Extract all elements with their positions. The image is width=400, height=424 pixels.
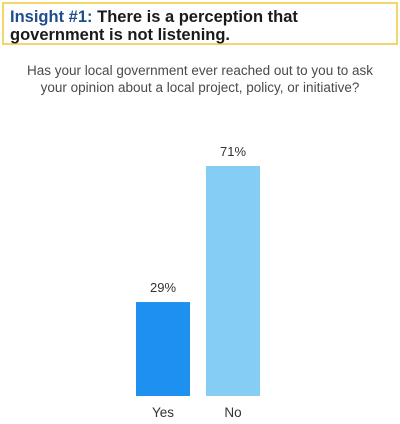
bar-yes <box>136 302 190 396</box>
insight-text: There is a perception that government is… <box>10 8 298 44</box>
value-label-no: 71% <box>220 144 246 159</box>
insight-banner: Insight #1: There is a perception that g… <box>2 2 398 45</box>
survey-question: Has your local government ever reached o… <box>27 63 373 95</box>
value-label-yes: 29% <box>150 280 176 295</box>
bar-no <box>206 166 260 396</box>
insight-label: Insight #1: <box>10 8 93 26</box>
category-label-no: No <box>224 405 241 420</box>
category-label-yes: Yes <box>152 405 174 420</box>
